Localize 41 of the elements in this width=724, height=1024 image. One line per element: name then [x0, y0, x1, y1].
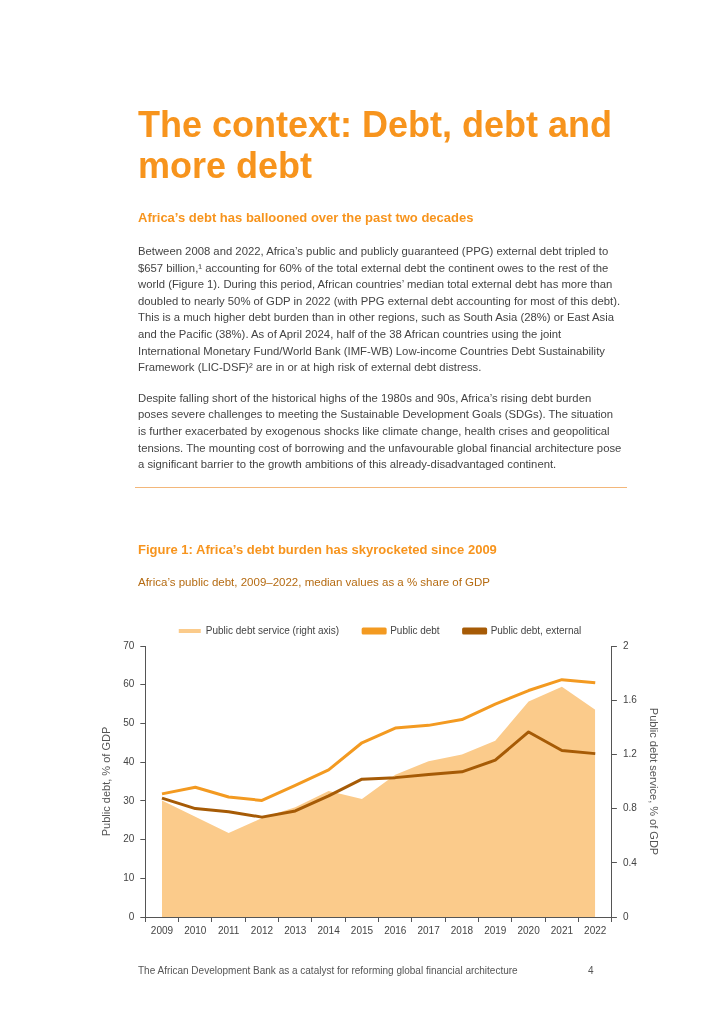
- y-tick-label: 60: [123, 678, 135, 690]
- text: The context: Debt, debt and more debt: [138, 104, 613, 186]
- x-tick-label: 2011: [217, 924, 240, 936]
- y2-tick-label: 2: [622, 639, 629, 651]
- x-tick-label: 2019: [484, 924, 507, 936]
- x-tick-label: 2014: [317, 924, 341, 936]
- text: Despite falling short of the historical highs of the 1980s and 90s, Africa’s rising debt burden poses severe challenges to meeting the Sustainable Development Goals (SDGs). The situation is further exacerbated by exogenous shocks like climate change, health crises and geopolitical tensions. The mounting cost of borrowing and the unfavourable global financial architecture pose a significant barrier to the growth ambitions of this already-disadvantaged continent.: [138, 390, 623, 473]
- y-axis-title: Public debt, % of GDP: [99, 726, 112, 837]
- y2-tick-label: 0: [622, 910, 629, 922]
- x-tick-label: 2017: [417, 924, 441, 936]
- y-tick-label: 70: [123, 639, 135, 651]
- y2-tick-label: 1.2: [622, 748, 638, 760]
- legend-label: Public debt, external: [490, 624, 582, 636]
- text: The African Development Bank as a catalyst for reforming global financial architecture: [138, 965, 518, 976]
- text: Africa’s debt has ballooned over the past two decades: [138, 210, 475, 225]
- y2-tick-label: 1.6: [622, 693, 638, 705]
- x-tick-label: 2009: [150, 924, 174, 936]
- text: 4: [588, 965, 594, 976]
- y-tick-label: 10: [123, 872, 135, 884]
- chart-title: Figure 1: Africa’s debt burden has skyrocketed since 2009: [138, 542, 497, 557]
- y2-tick-label: 0.4: [622, 856, 638, 868]
- x-tick-label: 2016: [384, 924, 407, 936]
- chart-subtitle: Africa’s public debt, 2009–2022, median values as a % share of GDP: [138, 576, 491, 588]
- x-tick-label: 2020: [517, 924, 541, 936]
- x-tick-label: 2022: [584, 924, 607, 936]
- x-tick-label: 2010: [184, 924, 207, 936]
- y-tick-label: 0: [128, 910, 135, 922]
- text: Between 2008 and 2022, Africa’s public and publicly guaranteed (PPG) external debt tripled to $657 billion,¹ accounting for 60% of the total external debt the continent owes to the rest of the world (Figure 1). During this period, African countries’ median total external debt has more than doubled to nearly 50% of GDP in 2022 (with PPG external debt accounting for most of this debt). This is a much higher debt burden than in other regions, such as South Asia (28%) or East Asia and the Pacific (38%). As of April 2024, half of the 38 African countries using the joint International Monetary Fund/World Bank (IMF-WB) Low-income Countries Debt Sustainability Framework (LIC-DSF)² are in or at high risk of external debt distress.: [138, 244, 622, 376]
- y-tick-label: 50: [123, 717, 135, 729]
- y-tick-label: 20: [123, 833, 135, 845]
- x-tick-label: 2021: [550, 924, 574, 936]
- x-tick-label: 2015: [350, 924, 374, 936]
- y-tick-label: 30: [123, 794, 135, 806]
- y-tick-label: 40: [123, 755, 135, 767]
- x-tick-label: 2013: [284, 924, 307, 936]
- legend-label: Public debt service (right axis): [205, 624, 340, 636]
- legend-label: Public debt: [390, 624, 440, 636]
- x-tick-label: 2018: [450, 924, 474, 936]
- y2-axis-title: Public debt service, % of GDP: [648, 707, 661, 856]
- y2-tick-label: 0.8: [622, 802, 638, 814]
- x-tick-label: 2012: [250, 924, 274, 936]
